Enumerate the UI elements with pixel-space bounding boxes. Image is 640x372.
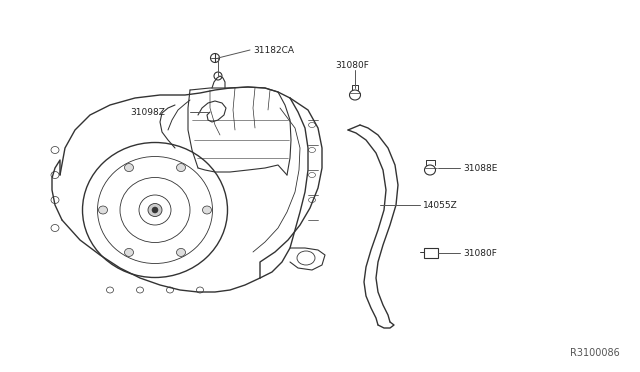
Text: 31098Z: 31098Z <box>130 108 165 116</box>
Text: R3100086: R3100086 <box>570 348 620 358</box>
Ellipse shape <box>125 248 134 256</box>
Ellipse shape <box>152 207 158 213</box>
Ellipse shape <box>177 164 186 171</box>
Text: 31080F: 31080F <box>335 61 369 70</box>
Ellipse shape <box>125 164 134 171</box>
Ellipse shape <box>177 248 186 256</box>
Text: 31080F: 31080F <box>463 248 497 257</box>
Ellipse shape <box>99 206 108 214</box>
Ellipse shape <box>148 203 162 217</box>
Ellipse shape <box>202 206 211 214</box>
Text: 31182CA: 31182CA <box>253 45 294 55</box>
Text: 31088E: 31088E <box>463 164 497 173</box>
Text: 14055Z: 14055Z <box>423 201 458 209</box>
